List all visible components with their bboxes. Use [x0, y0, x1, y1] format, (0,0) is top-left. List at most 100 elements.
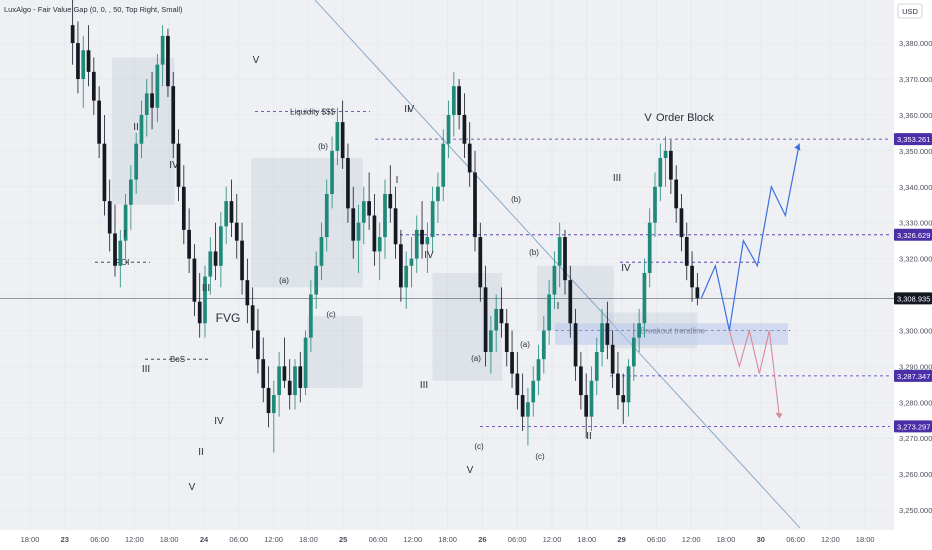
y-tick-label: 3,370.000	[899, 75, 932, 84]
candle-body	[589, 380, 594, 417]
wave-label: II	[133, 122, 139, 133]
wave-label: V	[467, 465, 474, 476]
candle-body	[356, 222, 361, 241]
price-tag-bg	[894, 420, 932, 433]
candle-body	[690, 265, 694, 288]
x-tick-label: 06:00	[90, 535, 109, 544]
wave-label: (a)	[471, 354, 481, 363]
candle-body	[76, 43, 80, 80]
candle-body	[600, 323, 604, 352]
price-tag-label: 3,287.347	[897, 372, 930, 381]
candle-body	[631, 337, 636, 367]
candle-body	[674, 179, 679, 209]
candle-body	[563, 237, 567, 281]
y-tick-label: 3,330.000	[899, 219, 932, 228]
bearish-projection	[728, 330, 780, 417]
price-tag-label: 3,273.297	[897, 422, 930, 431]
wave-label: FVG	[216, 311, 241, 325]
wave-label: II	[586, 431, 592, 442]
wave-label: Order Block	[656, 112, 715, 124]
x-tick-label: 12:00	[821, 535, 840, 544]
candle-body	[467, 143, 472, 173]
candle-body	[520, 395, 525, 417]
x-tick-label: 23	[61, 535, 69, 544]
x-tick-label: 06:00	[508, 535, 527, 544]
wave-label: (b)	[318, 142, 328, 151]
wave-label: I	[124, 229, 127, 240]
candle-body	[86, 50, 91, 72]
currency-button[interactable]: USD	[897, 3, 923, 19]
wave-label: IV	[621, 263, 631, 274]
candle-body	[579, 366, 583, 396]
candle-body	[335, 122, 340, 151]
candle-body	[669, 150, 673, 180]
candle-body	[372, 215, 377, 252]
price-tag-label: 3,326.629	[897, 231, 930, 240]
candle-body	[457, 86, 461, 115]
candle-body	[70, 25, 75, 44]
candle-body	[663, 150, 668, 159]
x-tick-label: 24	[200, 535, 209, 544]
x-axis-labels: 18:00 23 06:00 12:00 18:00 24 06:00 12:00 18:00 2…	[21, 535, 875, 544]
candle-body	[420, 229, 424, 245]
price-tag-bg	[894, 133, 932, 146]
wave-label: V	[253, 55, 260, 66]
y-tick-label: 3,380.000	[899, 39, 932, 48]
candle-body	[351, 208, 356, 241]
wave-label: (c)	[326, 310, 336, 319]
wave-label: IV	[214, 416, 224, 427]
candle-body	[171, 86, 176, 144]
x-tick-label: 12:00	[543, 535, 562, 544]
price-axis-panel	[894, 0, 932, 550]
y-tick-label: 3,270.000	[899, 434, 932, 443]
candle-body	[107, 201, 112, 234]
candle-body	[473, 172, 477, 238]
candle-body	[610, 344, 615, 374]
candle-body	[658, 158, 663, 187]
candle-body	[181, 186, 186, 230]
candle-body	[234, 222, 239, 241]
candle-body	[203, 276, 207, 324]
candle-body	[605, 323, 610, 345]
candle-body	[81, 50, 86, 80]
candle-body	[293, 366, 297, 396]
time-axis-panel	[0, 530, 932, 550]
candle-body	[637, 323, 641, 338]
y-tick-label: 3,360.000	[899, 111, 932, 120]
x-tick-label: 18:00	[856, 535, 875, 544]
candle-body	[176, 143, 181, 187]
candle-body	[330, 150, 334, 194]
x-tick-label: 29	[617, 535, 625, 544]
candle-body	[642, 272, 647, 324]
candle-body	[324, 193, 329, 238]
candle-body	[388, 193, 393, 209]
candle-body	[404, 265, 409, 288]
fvg-zone	[306, 316, 363, 388]
wave-label: (c)	[474, 442, 484, 451]
price-tag-label: 3,353.261	[897, 135, 930, 144]
candle-body	[594, 352, 599, 381]
wave-label: II	[198, 447, 204, 458]
candle-body	[621, 395, 626, 403]
candle-body	[314, 265, 319, 295]
candle-body	[584, 395, 589, 417]
candle-body	[287, 380, 292, 396]
candle-body	[213, 251, 218, 266]
wave-label: III	[613, 173, 621, 184]
candle-body	[129, 179, 133, 205]
candle-body	[446, 114, 451, 144]
descending-trendline	[314, 0, 801, 529]
projection-paths	[700, 143, 801, 419]
y-tick-label: 3,250.000	[899, 506, 932, 515]
wave-label: IV	[169, 160, 179, 171]
wave-label: V	[644, 112, 652, 124]
x-tick-label: 12:00	[403, 535, 422, 544]
x-tick-label: 18:00	[717, 535, 736, 544]
candle-body	[573, 323, 578, 367]
y-tick-label: 3,350.000	[899, 147, 932, 156]
x-tick-label: 12:00	[264, 535, 283, 544]
candle-body	[679, 208, 684, 238]
wave-label: I	[396, 175, 399, 186]
